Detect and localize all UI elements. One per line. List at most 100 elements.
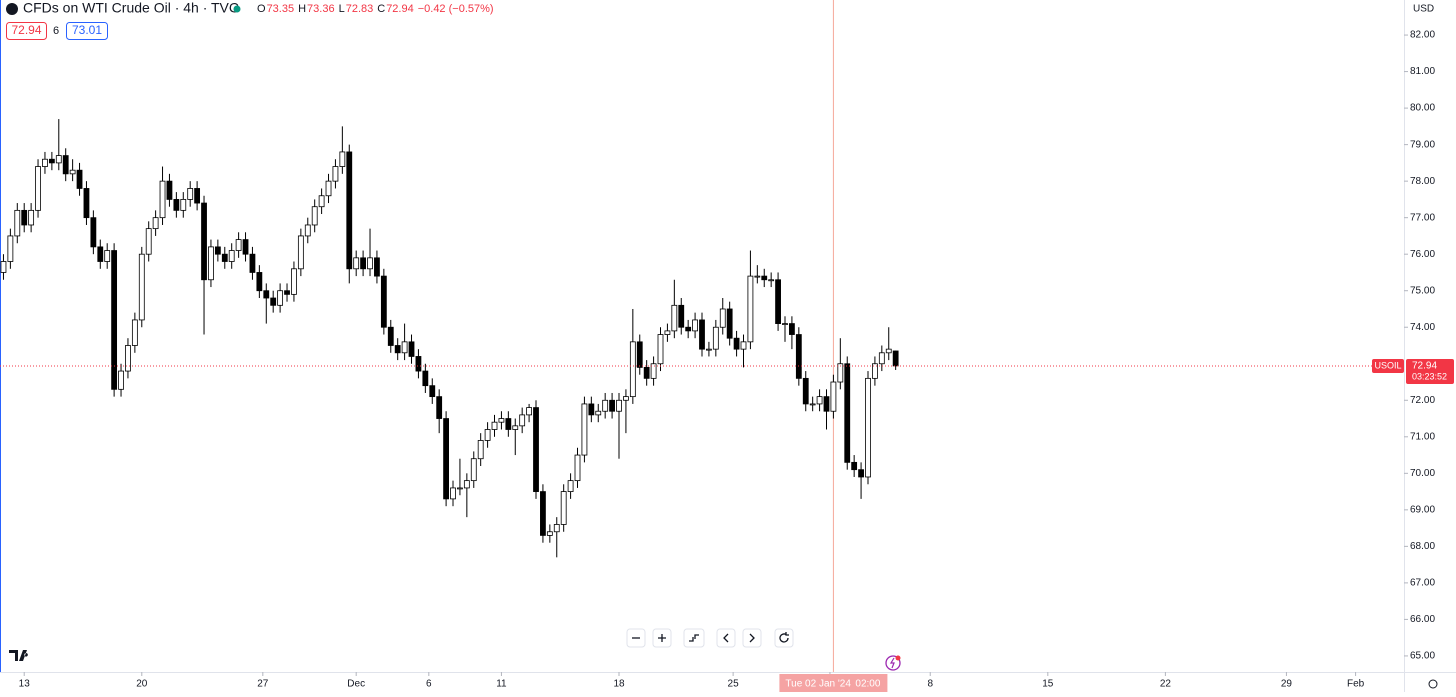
candle-body xyxy=(263,290,270,299)
market-status[interactable] xyxy=(233,5,241,13)
candle-body xyxy=(28,209,35,226)
candle-body xyxy=(775,279,781,324)
candle-body xyxy=(21,209,28,226)
candle-body xyxy=(242,239,249,255)
x-tick-label: Dec xyxy=(347,679,365,690)
scroll-left-button[interactable] xyxy=(716,628,736,648)
ohlc-label: L xyxy=(339,3,345,15)
candle-body xyxy=(740,341,747,350)
candle-body xyxy=(623,396,629,401)
candle-body xyxy=(844,363,851,463)
candle-body xyxy=(332,166,339,182)
candle-body xyxy=(69,169,76,175)
candle-body xyxy=(782,323,788,325)
candle-body xyxy=(567,480,574,492)
candle-body xyxy=(422,370,429,387)
candle-body xyxy=(201,202,207,281)
reset-button[interactable] xyxy=(774,628,794,648)
candle-body xyxy=(678,304,685,328)
candle-body xyxy=(629,341,636,398)
candle-body xyxy=(574,454,581,482)
candle-body xyxy=(387,326,394,346)
candle-body xyxy=(553,524,560,533)
symbol-logo[interactable] xyxy=(6,3,18,15)
candle-body xyxy=(145,228,152,255)
candle-body xyxy=(761,275,768,281)
candle-body xyxy=(837,363,844,383)
y-tick-label: 68.00 xyxy=(1410,541,1435,552)
scroll-right-button[interactable] xyxy=(742,628,762,648)
candle-body xyxy=(858,469,864,478)
ohlc-label: C xyxy=(377,3,385,15)
settings-icon[interactable] xyxy=(1428,679,1438,689)
candle-body xyxy=(789,323,795,335)
candle-body xyxy=(48,158,55,164)
candle-body xyxy=(643,367,650,379)
candle-body xyxy=(249,253,256,273)
candle-body xyxy=(809,403,816,406)
y-tick-label: 70.00 xyxy=(1410,468,1435,479)
ohlc-value: 72.83 xyxy=(346,3,374,15)
candle-body xyxy=(540,491,546,536)
currency[interactable]: USD xyxy=(1413,4,1434,15)
x-tick-label: Feb xyxy=(1347,679,1365,690)
sell-button[interactable] xyxy=(6,22,47,40)
candle-body xyxy=(166,180,173,200)
candle-body xyxy=(131,319,138,346)
events-icon[interactable] xyxy=(885,655,901,671)
candle-body xyxy=(235,239,242,251)
candle-body xyxy=(719,308,726,328)
currency-button[interactable] xyxy=(1408,1,1440,17)
crosshair-time: 02:00 xyxy=(855,679,880,690)
candle-body xyxy=(14,209,21,237)
candle-body xyxy=(872,363,878,379)
tradingview-logo[interactable] xyxy=(9,650,28,661)
candle-body xyxy=(62,155,69,175)
candle-body xyxy=(270,297,277,306)
candle-body xyxy=(526,407,532,416)
ohlc-value: 73.35 xyxy=(267,3,295,15)
candle-body xyxy=(477,440,484,460)
candle-body xyxy=(304,224,311,237)
buy-button[interactable] xyxy=(66,22,108,40)
candle-body xyxy=(97,246,104,262)
candle-body xyxy=(616,399,622,412)
candle-body xyxy=(374,257,380,277)
candle-body xyxy=(802,377,809,405)
candle-body xyxy=(180,199,187,211)
candle-body xyxy=(0,261,7,273)
ohlc-value: 72.94 xyxy=(386,3,414,15)
candle-body xyxy=(512,425,519,430)
candle-body xyxy=(795,334,802,379)
x-tick-label: 20 xyxy=(136,679,148,690)
ohlc-label: O xyxy=(257,3,266,15)
candle-body xyxy=(360,257,367,270)
buy-price[interactable]: 73.01 xyxy=(72,23,102,37)
candle-body xyxy=(436,396,443,419)
candle-body xyxy=(450,487,456,500)
x-tick-label: 29 xyxy=(1281,679,1293,690)
price-tag-value: 72.94 xyxy=(1412,361,1437,372)
sell-price[interactable]: 72.94 xyxy=(11,23,41,37)
candle-body xyxy=(325,180,332,197)
candle-body xyxy=(664,330,671,335)
symbol-tag-text: USOIL xyxy=(1374,360,1401,370)
chart-title[interactable]: CFDs on WTI Crude Oil · 4h · TVC xyxy=(23,0,239,16)
candle-body xyxy=(443,418,449,500)
candle-body xyxy=(284,290,290,295)
x-tick-label: 13 xyxy=(19,679,31,690)
candle-body xyxy=(291,268,297,295)
candle-body xyxy=(733,337,740,350)
x-tick-label: 15 xyxy=(1042,679,1054,690)
candle-body xyxy=(830,381,837,412)
candle-body xyxy=(221,253,228,262)
candle-body xyxy=(35,166,41,211)
candle-body xyxy=(138,253,145,321)
x-tick-label: 25 xyxy=(728,679,740,690)
candle-body xyxy=(685,326,692,332)
reset-scale-button[interactable] xyxy=(683,628,705,648)
candle-body xyxy=(588,403,595,416)
y-tick-label: 67.00 xyxy=(1410,578,1435,589)
